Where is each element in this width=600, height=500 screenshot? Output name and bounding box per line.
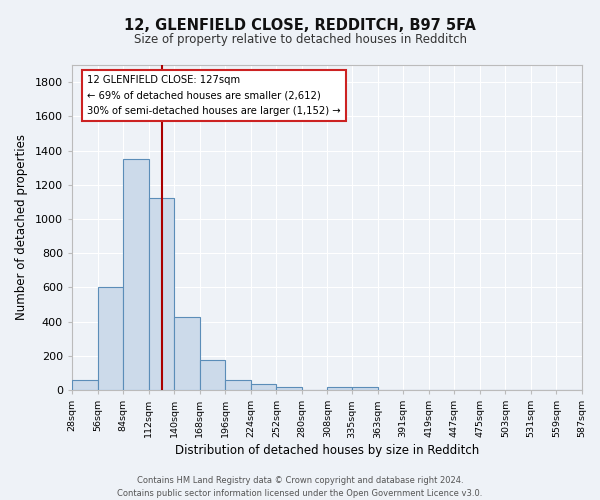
Text: 12, GLENFIELD CLOSE, REDDITCH, B97 5FA: 12, GLENFIELD CLOSE, REDDITCH, B97 5FA [124,18,476,32]
Bar [352,387,377,390]
Bar [200,360,225,390]
Text: Contains HM Land Registry data © Crown copyright and database right 2024.
Contai: Contains HM Land Registry data © Crown c… [118,476,482,498]
Bar [251,384,277,390]
Bar [123,159,149,390]
Bar [225,380,251,390]
Bar [174,318,200,390]
Bar [149,198,174,390]
Bar [277,388,302,390]
X-axis label: Distribution of detached houses by size in Redditch: Distribution of detached houses by size … [175,444,479,458]
Bar [72,380,98,390]
Y-axis label: Number of detached properties: Number of detached properties [15,134,28,320]
Text: Size of property relative to detached houses in Redditch: Size of property relative to detached ho… [133,32,467,46]
Text: 12 GLENFIELD CLOSE: 127sqm
← 69% of detached houses are smaller (2,612)
30% of s: 12 GLENFIELD CLOSE: 127sqm ← 69% of deta… [88,74,341,116]
Bar [328,387,352,390]
Bar [98,288,123,390]
